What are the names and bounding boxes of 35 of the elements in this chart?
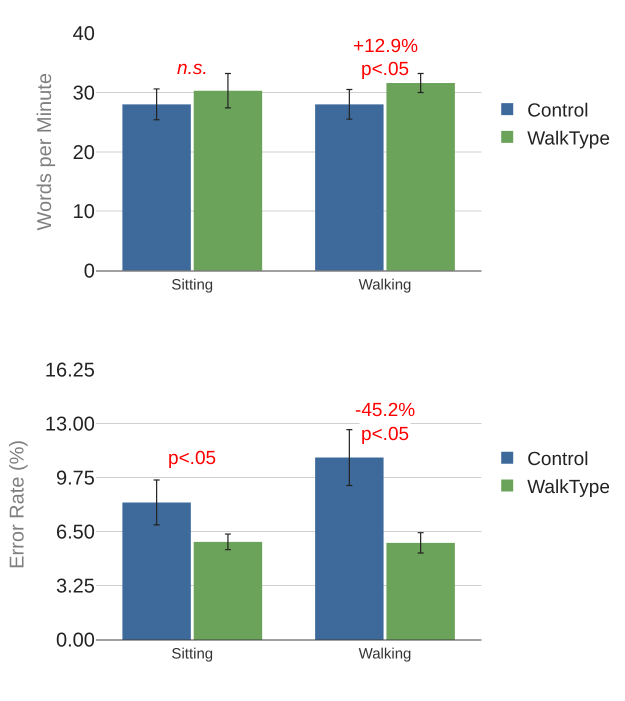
y-tick-label: 20	[72, 142, 95, 164]
y-tick-label: 0	[84, 260, 95, 282]
legend-label: Control	[527, 100, 588, 122]
bar	[386, 83, 455, 270]
bar	[194, 542, 262, 640]
annotation: p<.05	[168, 448, 216, 469]
annotation: -45.2%	[355, 400, 416, 421]
y-tick-label: 6.50	[56, 521, 95, 544]
y-tick-label: 0.00	[56, 629, 95, 652]
y-tick-label: 3.25	[56, 575, 95, 598]
bar	[194, 90, 262, 270]
y-tick-label: 16.25	[44, 359, 95, 382]
legend-label: WalkType	[527, 128, 610, 150]
x-tick-label: Sitting	[171, 276, 214, 294]
y-tick-label: 40	[72, 23, 95, 46]
y-tick-label: 30	[72, 82, 95, 104]
annotation: n.s.	[177, 58, 208, 79]
annotation: +12.9%	[353, 36, 418, 57]
annotation: p<.05	[361, 424, 410, 445]
bar	[315, 104, 384, 270]
y-axis-title: Error Rate (%)	[6, 440, 28, 569]
x-tick-label: Walking	[358, 645, 412, 662]
y-tick-label: 13.00	[44, 413, 95, 436]
bar	[122, 104, 191, 270]
bar	[315, 458, 384, 640]
y-tick-label: 10	[72, 201, 95, 224]
bar	[386, 542, 455, 640]
legend-label: WalkType	[527, 476, 610, 498]
legend-label: Control	[527, 449, 588, 470]
y-tick-label: 9.75	[56, 467, 95, 490]
annotation: p<.05	[361, 59, 410, 80]
bar	[122, 502, 191, 640]
x-tick-label: Walking	[358, 276, 412, 294]
x-tick-label: Sitting	[171, 645, 214, 662]
y-axis-title: Words per Minute	[34, 73, 56, 231]
